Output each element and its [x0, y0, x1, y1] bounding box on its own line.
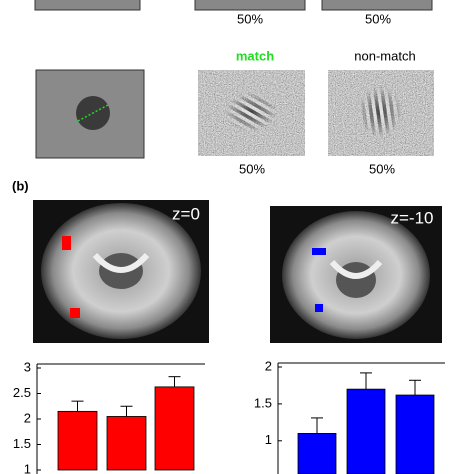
bar — [57, 410, 98, 471]
y-tick-label: 3 — [24, 359, 31, 374]
brain-slice — [33, 200, 209, 343]
noise-stimulus — [328, 70, 434, 156]
bar — [297, 433, 337, 474]
slice-label: z=-10 — [391, 208, 434, 227]
percent-label: 50% — [369, 161, 395, 176]
panel-label: (b) — [12, 178, 29, 193]
brain-slice — [270, 206, 442, 343]
nonmatch-header: non-match — [354, 48, 415, 63]
match-header: match — [236, 48, 274, 63]
bar — [106, 416, 147, 471]
bar — [395, 394, 435, 474]
cue-line — [77, 104, 109, 122]
percent-label: 50% — [365, 11, 391, 26]
stimulus — [321, 0, 433, 11]
percent-label: 50% — [237, 11, 263, 26]
y-tick-label: 2 — [24, 410, 31, 425]
bar — [154, 386, 195, 471]
y-tick-label: 2.5 — [13, 385, 31, 400]
y-tick-label: 1 — [24, 461, 31, 474]
stimulus — [194, 0, 306, 11]
slice-label: z=0 — [172, 204, 200, 223]
y-tick-label: 1.5 — [254, 395, 272, 410]
percent-label: 50% — [239, 161, 265, 176]
y-tick-label: 2 — [265, 358, 272, 373]
stimulus — [34, 0, 141, 11]
noise-stimulus — [198, 70, 305, 156]
y-tick-label: 1.5 — [13, 436, 31, 451]
y-tick-label: 1 — [265, 432, 272, 447]
bar — [346, 388, 386, 474]
